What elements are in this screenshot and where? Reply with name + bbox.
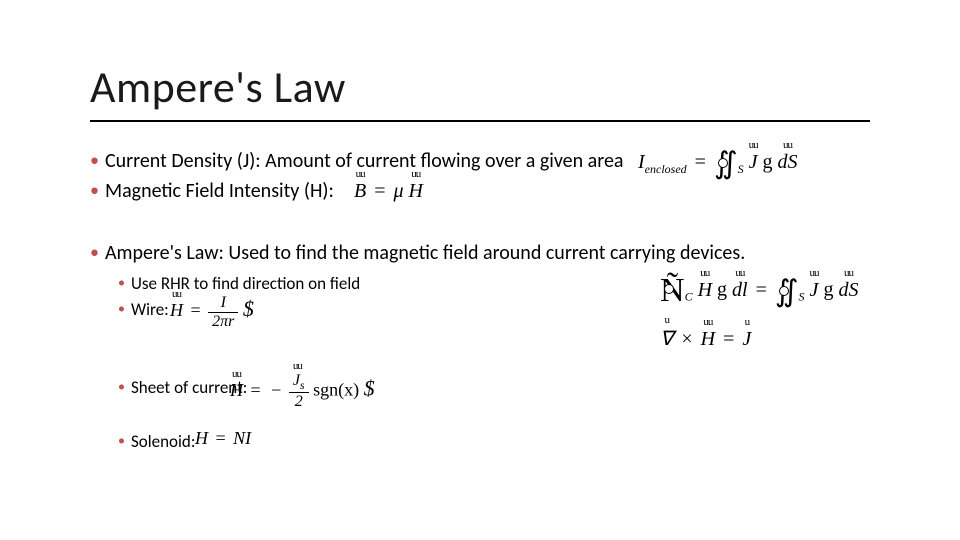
- title-underline: [90, 120, 870, 122]
- eq-equals: =: [371, 180, 388, 202]
- subbullet-wire: • Wire:: [118, 298, 169, 322]
- phi-hat-icon: $: [243, 296, 254, 321]
- surface-integral-icon: ∬: [714, 146, 738, 181]
- eq-H-vec: H: [230, 380, 243, 401]
- eq-num: I: [208, 294, 238, 313]
- eq-dl-vec: dl: [732, 279, 748, 302]
- eq-mu: μ: [394, 180, 404, 202]
- eq-surf-sub: S: [799, 290, 805, 304]
- bullet-dot-icon: •: [90, 240, 99, 265]
- bullet-text: Ampere's Law: Used to find the magnetic …: [105, 240, 745, 266]
- eq-num: Js: [289, 372, 309, 393]
- eq-dS-vec: dS: [838, 279, 858, 302]
- eq-sgn: sgn(x): [313, 380, 359, 400]
- bullet-dot-icon: •: [118, 298, 125, 320]
- bullet-text: Magnetic Field Intensity (H):: [105, 178, 334, 204]
- bullet-dot-icon: •: [118, 272, 125, 294]
- bullet-dot-icon: •: [118, 376, 125, 398]
- eq-equals: =: [248, 380, 264, 400]
- contour-integral-icon: Ñ: [660, 272, 685, 310]
- eq-line-sub: C: [685, 290, 693, 304]
- eq-int-sub: S: [738, 162, 744, 176]
- bullet-dot-icon: •: [118, 430, 125, 452]
- dot-op-icon: g: [823, 279, 833, 301]
- eq-dS-vec: dS: [778, 151, 798, 174]
- equation-wire: H = I 2πr $: [170, 294, 254, 330]
- title-wrap: Ampere's Law: [90, 60, 346, 114]
- subbullet-text: Use RHR to find direction on field: [131, 272, 360, 296]
- eq-B-vec: B: [354, 180, 366, 203]
- subbullet-text: Solenoid:: [131, 430, 195, 454]
- bullet-amperes-law: • Ampere's Law: Used to find the magneti…: [90, 240, 890, 266]
- page-title: Ampere's Law: [90, 60, 346, 114]
- subbullet-text: Wire:: [131, 298, 169, 322]
- eq-J-vec: J: [749, 151, 758, 174]
- eq-equals: =: [692, 151, 709, 173]
- eq-H: H: [195, 428, 208, 448]
- surface-integral-icon: ∬: [775, 274, 799, 309]
- eq-J-vec: J: [742, 328, 751, 351]
- eq-H: H: [170, 300, 183, 321]
- equation-i-enclosed: Ienclosed = ∬S J g dS: [638, 146, 798, 181]
- equation-b-mu-h: B = μ H: [354, 180, 423, 203]
- bullet-dot-icon: •: [90, 148, 99, 173]
- equation-solenoid: H = NI: [195, 428, 251, 449]
- eq-lhs: I: [638, 151, 645, 173]
- dot-op-icon: g: [717, 279, 727, 301]
- z-hat-icon: $: [364, 376, 375, 401]
- eq-H-vec: H: [701, 328, 715, 351]
- bullet-dot-icon: •: [90, 178, 99, 203]
- eq-minus: −: [268, 380, 284, 400]
- bullet-mag-field-intensity: • Magnetic Field Intensity (H):: [90, 178, 890, 204]
- subbullet-sheet: • Sheet of current:: [118, 376, 247, 400]
- eq-nabla: ∇: [660, 326, 673, 351]
- eq-equals: =: [720, 328, 737, 350]
- eq-H-vec: H: [409, 180, 423, 203]
- equation-sheet: H = − Js 2 sgn(x) $: [230, 372, 375, 411]
- eq-den: 2: [289, 393, 309, 411]
- fraction-icon: I 2πr: [208, 294, 238, 330]
- eq-equals: =: [188, 300, 204, 320]
- eq-equals: =: [213, 428, 229, 448]
- eq-den: 2πr: [208, 313, 238, 331]
- equation-ampere-integral: ÑC H g dl = ∬S J g dS: [660, 272, 858, 310]
- slide: Ampere's Law • Current Density (J): Amou…: [0, 0, 960, 540]
- eq-NI: NI: [233, 428, 251, 448]
- subbullet-solenoid: • Solenoid:: [118, 430, 195, 454]
- cross-op-icon: ×: [678, 328, 695, 350]
- equation-curl-h-j: ∇ × H = J: [660, 326, 751, 351]
- fraction-icon: Js 2: [289, 372, 309, 411]
- eq-J-vec: J: [810, 279, 819, 302]
- eq-lhs-sub: enclosed: [645, 162, 687, 176]
- eq-equals: =: [753, 279, 770, 301]
- eq-H-vec: H: [698, 279, 712, 302]
- subbullet-rhr: • Use RHR to find direction on field: [118, 272, 360, 296]
- dot-op-icon: g: [763, 151, 773, 173]
